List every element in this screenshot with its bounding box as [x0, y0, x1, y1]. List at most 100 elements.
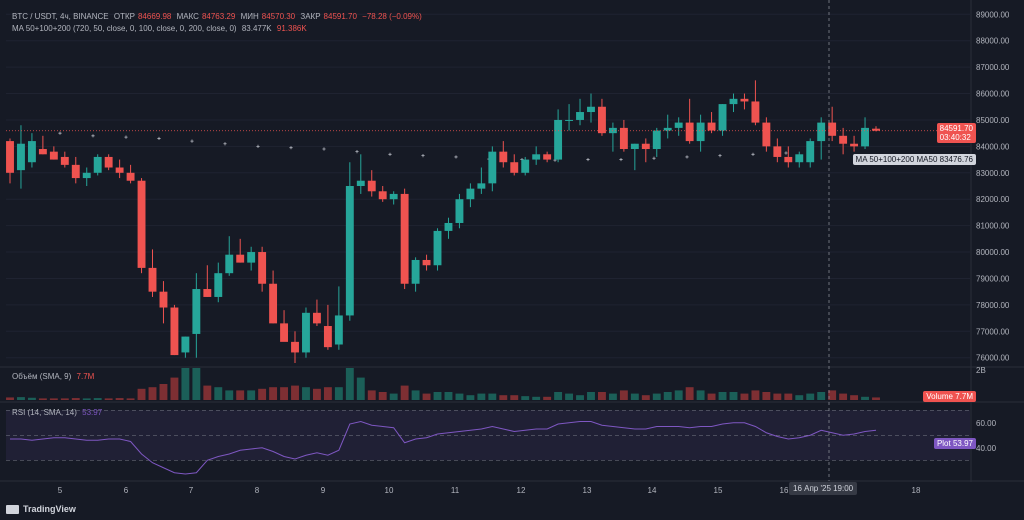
candle-body [378, 191, 387, 200]
volume-bar [126, 398, 135, 400]
volume-bar [214, 387, 223, 400]
time-tick-label: 8 [255, 486, 260, 495]
ma-point [454, 155, 458, 159]
rsi-legend[interactable]: RSI (14, SMA, 14) 53.97 [12, 408, 105, 417]
volume-bar [828, 390, 837, 400]
volume-bar [850, 395, 859, 400]
volume-bar [576, 395, 584, 400]
volume-bar [751, 390, 760, 400]
candle-body [6, 141, 14, 173]
tradingview-logo[interactable]: TradingView [6, 504, 76, 514]
volume-bar [795, 395, 804, 400]
price-tick-label: 87000.00 [976, 63, 1010, 72]
volume-bar [236, 390, 245, 400]
low-value: 84570.30 [261, 12, 296, 21]
rsi-legend-value: 53.97 [82, 408, 103, 417]
volume-bar [444, 392, 453, 400]
ma-point [751, 152, 755, 156]
time-tick-label: 10 [385, 486, 394, 495]
candle-body [159, 291, 168, 308]
candle-body [587, 106, 595, 113]
high-label: МАКС [176, 12, 199, 21]
candle-body [696, 122, 705, 142]
ma-point [652, 156, 656, 160]
ma-legend[interactable]: MA 50+100+200 (720, 50, close, 0, 100, c… [12, 24, 310, 33]
candle-body [861, 127, 869, 147]
volume-legend[interactable]: Объём (SMA, 9) 7.7M [12, 372, 97, 381]
candle-body [93, 156, 102, 173]
ma-point [91, 134, 95, 138]
volume-bar [740, 393, 749, 400]
time-tick-label: 6 [124, 486, 129, 495]
candle-body [488, 151, 497, 184]
candle-body [71, 164, 80, 179]
volume-bar [115, 398, 124, 400]
time-tick-label: 18 [912, 486, 921, 495]
candle-body [685, 122, 694, 142]
time-tick-label: 5 [58, 486, 63, 495]
close-value: 84591.70 [323, 12, 357, 21]
candle-body [60, 156, 69, 165]
candle-body [652, 130, 661, 150]
current-price-value: 84591.70 [939, 124, 973, 133]
candle-body [137, 180, 146, 268]
volume-bar [718, 392, 727, 400]
candle-body [817, 122, 826, 142]
volume-tag: Volume 7.7M [923, 391, 976, 402]
price-tick-label: 89000.00 [976, 10, 1010, 19]
candle-body [477, 183, 486, 189]
volume-bar [773, 393, 782, 400]
candle-body [203, 289, 212, 297]
open-label: ОТКР [113, 12, 135, 21]
candle-body [82, 172, 91, 179]
rsi-series-line [10, 420, 877, 475]
candle-body [510, 162, 519, 173]
candle-body [27, 141, 36, 163]
candle-body [630, 143, 639, 150]
volume-bar [630, 393, 639, 400]
volume-axis-label: 2B [976, 366, 986, 375]
volume-bar [6, 397, 14, 400]
candlesticks [6, 80, 880, 363]
candle-body [641, 143, 650, 150]
volume-bar [411, 390, 420, 400]
candle-body [38, 149, 47, 155]
volume-bar [247, 390, 256, 400]
price-tick-label: 85000.00 [976, 116, 1010, 125]
ma-point [157, 136, 161, 141]
ma-point [421, 154, 425, 158]
candle-body [334, 315, 343, 345]
price-tick-label: 76000.00 [976, 354, 1010, 363]
time-tick-label: 11 [451, 486, 460, 495]
time-tick-label: 15 [714, 486, 723, 495]
ma-point [58, 131, 62, 135]
volume-bar [466, 395, 475, 400]
price-tick-label: 79000.00 [976, 274, 1010, 283]
candle-body [115, 167, 124, 173]
candle-body [422, 259, 431, 266]
volume-bar [104, 398, 113, 400]
volume-bar [565, 393, 574, 400]
rsi-line [10, 420, 877, 475]
candle-body [214, 273, 223, 297]
symbol-label[interactable]: BTC / USDT, 4ч, BINANCE [12, 12, 109, 21]
candle-body [565, 119, 574, 121]
candle-body [345, 186, 354, 316]
candle-body [619, 127, 628, 150]
volume-bar [872, 397, 880, 400]
candle-body [400, 193, 409, 284]
high-value: 84763.29 [201, 12, 236, 21]
volume-legend-value: 7.7M [76, 372, 95, 381]
volume-bar [652, 393, 661, 400]
volume-bar [181, 368, 190, 400]
candle-body [806, 141, 815, 163]
volume-bar [27, 397, 36, 400]
rsi-tick-label: 60.00 [976, 419, 997, 428]
candle-body [411, 259, 420, 284]
volume-bar [378, 392, 387, 400]
ma-point [124, 135, 128, 139]
ma-legend-value2: 91.386K [276, 24, 307, 33]
candle-body [718, 104, 727, 131]
volume-bar [663, 392, 672, 400]
